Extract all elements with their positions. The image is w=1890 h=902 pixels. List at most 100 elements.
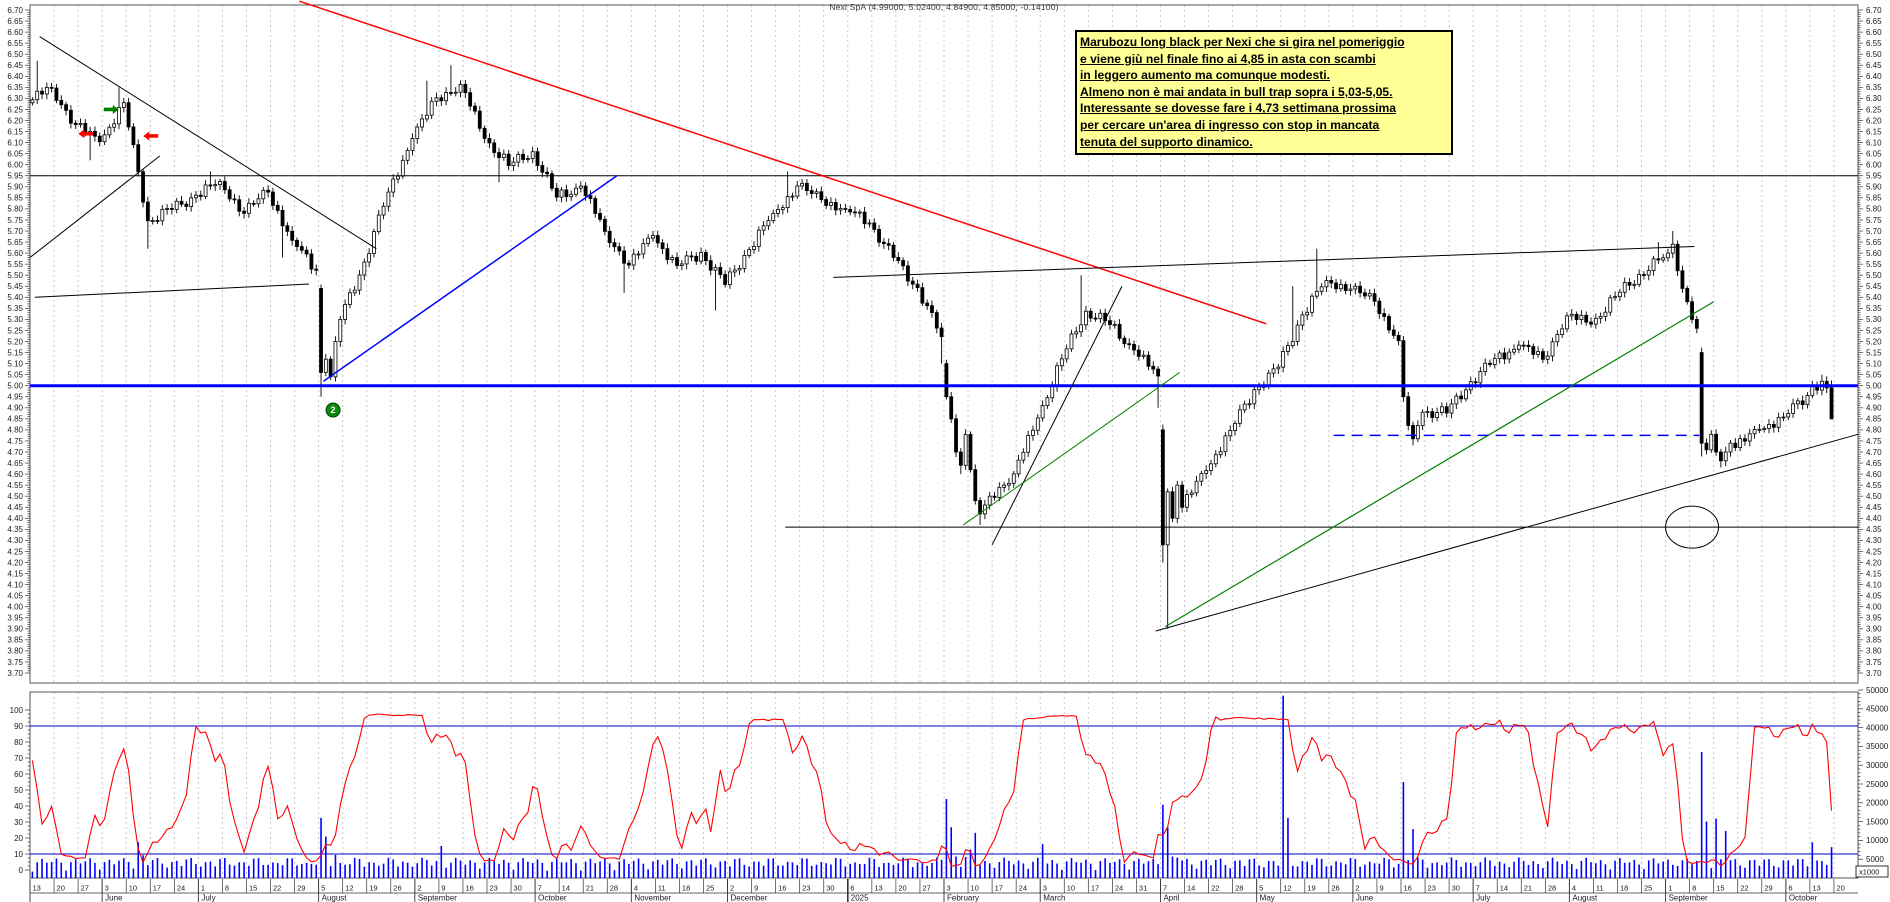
week-label: 4 bbox=[1572, 884, 1576, 893]
candle-body bbox=[550, 173, 554, 189]
candle-body bbox=[1728, 442, 1733, 453]
black-downtrend-line[interactable] bbox=[39, 36, 377, 250]
week-label: 12 bbox=[1283, 884, 1291, 893]
week-label: 9 bbox=[1379, 884, 1383, 893]
price-label-right: 4.15 bbox=[1866, 569, 1882, 578]
candle-body bbox=[1805, 395, 1810, 405]
candle-body bbox=[102, 134, 107, 143]
candle-body bbox=[1646, 270, 1651, 276]
month-label: April bbox=[1163, 894, 1179, 902]
candle-body bbox=[1338, 284, 1343, 290]
candle-body bbox=[1685, 288, 1690, 303]
candle-body bbox=[1771, 424, 1776, 428]
price-label-right: 5.50 bbox=[1866, 271, 1882, 280]
candle-body bbox=[189, 197, 194, 207]
price-label-left: 3.85 bbox=[7, 636, 23, 645]
candle-body bbox=[290, 230, 295, 241]
candle-body bbox=[1204, 470, 1209, 475]
candle-body bbox=[1617, 291, 1622, 298]
candle-body bbox=[251, 202, 256, 205]
price-label-left: 5.05 bbox=[7, 370, 23, 379]
candle-body bbox=[1781, 416, 1786, 419]
price-label-right: 5.80 bbox=[1866, 205, 1882, 214]
vol-label: 15000 bbox=[1866, 817, 1889, 826]
candle-body bbox=[1435, 412, 1439, 418]
candle-body bbox=[1175, 484, 1180, 519]
candle-body bbox=[949, 396, 954, 420]
dynamic-support-line[interactable] bbox=[1155, 433, 1859, 632]
candle-body bbox=[1786, 412, 1791, 418]
blue-uptrend-line[interactable] bbox=[323, 175, 618, 382]
candle-body bbox=[1675, 243, 1680, 272]
black-uptrend-a-line[interactable] bbox=[29, 155, 161, 258]
candle-body bbox=[1069, 333, 1074, 350]
candle-body bbox=[449, 92, 453, 94]
green-right-arrow-icon[interactable] bbox=[103, 104, 119, 114]
candle-body bbox=[165, 208, 170, 210]
week-label: 6 bbox=[1788, 884, 1792, 893]
black-steep-line[interactable] bbox=[991, 286, 1123, 546]
candle-body bbox=[107, 126, 112, 136]
candle-body bbox=[675, 257, 679, 266]
candle-body bbox=[728, 271, 732, 285]
vol-label: 25000 bbox=[1866, 780, 1889, 789]
week-label: 24 bbox=[1115, 884, 1123, 893]
week-label: 13 bbox=[1812, 884, 1820, 893]
week-label: 23 bbox=[1428, 884, 1436, 893]
candle-body bbox=[1478, 371, 1483, 384]
candle-body bbox=[237, 199, 242, 212]
candle-body bbox=[968, 433, 973, 471]
candle-body bbox=[1286, 345, 1290, 352]
price-label-right: 6.50 bbox=[1866, 50, 1882, 59]
candle-body bbox=[1415, 425, 1420, 440]
green-short-line[interactable] bbox=[962, 372, 1181, 526]
price-label-right: 3.75 bbox=[1866, 658, 1882, 667]
candle-body bbox=[1348, 288, 1353, 291]
indicator-panel[interactable] bbox=[29, 691, 1859, 879]
analyst-note-box[interactable]: Marubozu long black per Nexi che si gira… bbox=[1075, 30, 1453, 156]
candle-body bbox=[1377, 300, 1382, 314]
candle-body bbox=[468, 92, 473, 107]
green-long-line[interactable] bbox=[1164, 301, 1714, 628]
price-label-left: 3.80 bbox=[7, 647, 23, 656]
gridlines bbox=[29, 5, 1859, 878]
candle-body bbox=[97, 135, 102, 143]
candle-body bbox=[347, 292, 352, 305]
price-label-left: 6.10 bbox=[7, 138, 23, 147]
rising-resistance-line[interactable] bbox=[833, 245, 1695, 278]
candle-body bbox=[203, 184, 208, 197]
osc-label: 70 bbox=[14, 754, 23, 763]
candle-body bbox=[1290, 340, 1295, 347]
price-label-right: 3.80 bbox=[1866, 647, 1882, 656]
candle-body bbox=[1656, 258, 1661, 261]
black-uptrend-b-line[interactable] bbox=[34, 283, 310, 298]
candle-body bbox=[670, 257, 675, 260]
candle-body bbox=[275, 204, 280, 211]
candle-body bbox=[1218, 451, 1223, 456]
candle-body bbox=[174, 200, 179, 210]
candle-body bbox=[1699, 352, 1704, 444]
red-left-arrow-icon[interactable] bbox=[143, 131, 159, 141]
red-left-arrow-icon[interactable] bbox=[78, 129, 94, 139]
badge-2-marker[interactable]: 2 bbox=[325, 402, 341, 418]
week-label: 3 bbox=[947, 884, 951, 893]
red-downtrend-line[interactable] bbox=[299, 0, 1267, 325]
month-label: February bbox=[947, 894, 979, 902]
highlight-ellipse[interactable] bbox=[1665, 505, 1719, 549]
price-label-left: 4.75 bbox=[7, 437, 23, 446]
price-label-left: 6.50 bbox=[7, 50, 23, 59]
price-label-right: 4.05 bbox=[1866, 591, 1882, 600]
candle-body bbox=[314, 268, 319, 271]
week-label: 16 bbox=[778, 884, 786, 893]
vol-label: 10000 bbox=[1866, 836, 1889, 845]
candle-body bbox=[458, 83, 463, 93]
candle-body bbox=[439, 97, 444, 102]
candle-body bbox=[737, 268, 742, 271]
candle-body bbox=[1343, 284, 1348, 291]
candle-body bbox=[328, 358, 333, 378]
vol-label: 20000 bbox=[1866, 799, 1889, 808]
